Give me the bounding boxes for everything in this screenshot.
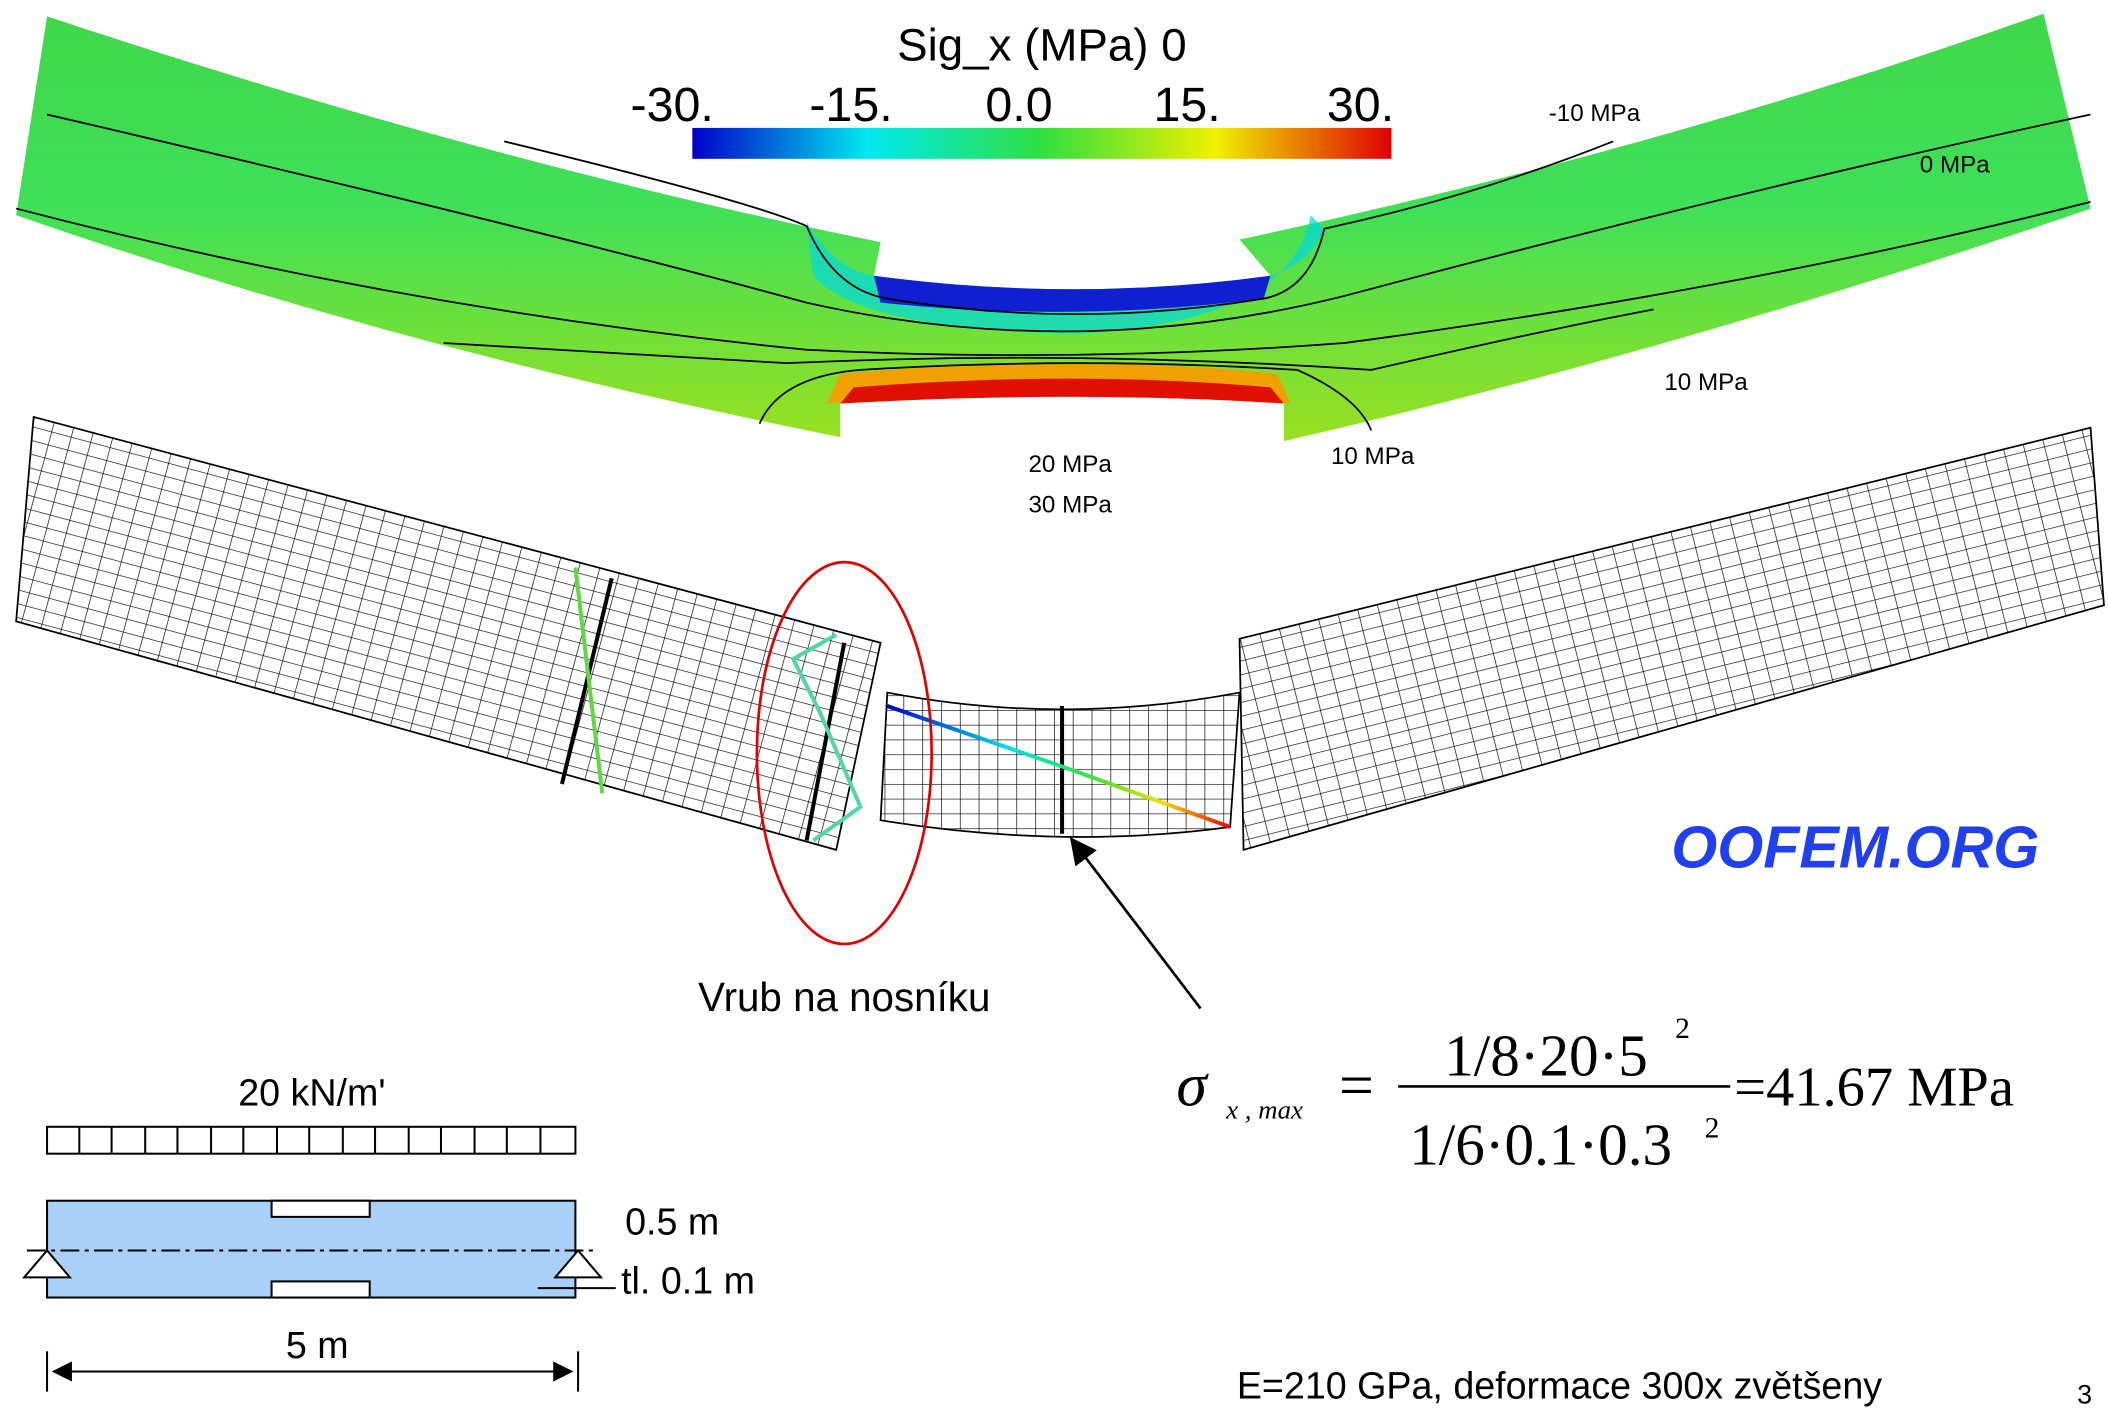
colorbar <box>692 128 1391 159</box>
colorbar-tick: -30. <box>631 78 714 132</box>
contour-label: 0 MPa <box>1920 151 1990 178</box>
slide: Sig_x (MPa) 0 -30. -15. 0.0 15. 30. -10 … <box>0 0 2108 1412</box>
mesh <box>16 417 2104 850</box>
thickness-label: tl. 0.1 m <box>621 1259 755 1301</box>
annotation: Vrub na nosníku <box>698 974 990 1020</box>
formula-denominator: 1/6·0.1·0.3 <box>1409 1111 1672 1177</box>
page: Sig_x (MPa) 0 -30. -15. 0.0 15. 30. -10 … <box>0 0 2108 1412</box>
formula: σ x , max = 1/8·20·5 2 1/6·0.1·0.3 2 =41… <box>1176 1013 2014 1177</box>
colorbar-tick: 30. <box>1327 78 1394 132</box>
contour-label: -10 MPa <box>1549 100 1641 127</box>
formula-numerator: 1/8·20·5 <box>1444 1023 1648 1089</box>
arrow <box>1071 839 1200 1008</box>
contour-label: 20 MPa <box>1028 451 1112 478</box>
formula-equals: = <box>1339 1051 1374 1119</box>
formula-result: =41.67 MPa <box>1734 1056 2014 1118</box>
stress-field <box>16 14 2090 442</box>
footer-note: E=210 GPa, deformace 300x zvětšeny <box>1237 1364 1882 1406</box>
height-label: 0.5 m <box>625 1200 719 1242</box>
logo: OOFEM.ORG <box>1671 813 2039 880</box>
contour-label: 10 MPa <box>1331 443 1415 470</box>
contour-label: 30 MPa <box>1028 491 1112 518</box>
formula-exponent: 2 <box>1675 1013 1690 1045</box>
colorbar-title: Sig_x (MPa) 0 <box>897 20 1186 71</box>
colorbar-tick: -15. <box>809 78 892 132</box>
load-label: 20 kN/m' <box>238 1071 385 1113</box>
formula-exponent: 2 <box>1705 1113 1720 1145</box>
formula-symbol: σ <box>1176 1051 1209 1119</box>
colorbar-tick: 0.0 <box>985 78 1052 132</box>
contour-label: 10 MPa <box>1664 369 1748 396</box>
page-number: 3 <box>2077 1380 2092 1410</box>
formula-subscript: x , max <box>1225 1095 1303 1125</box>
span-label: 5 m <box>286 1324 349 1366</box>
colorbar-tick: 15. <box>1153 78 1220 132</box>
